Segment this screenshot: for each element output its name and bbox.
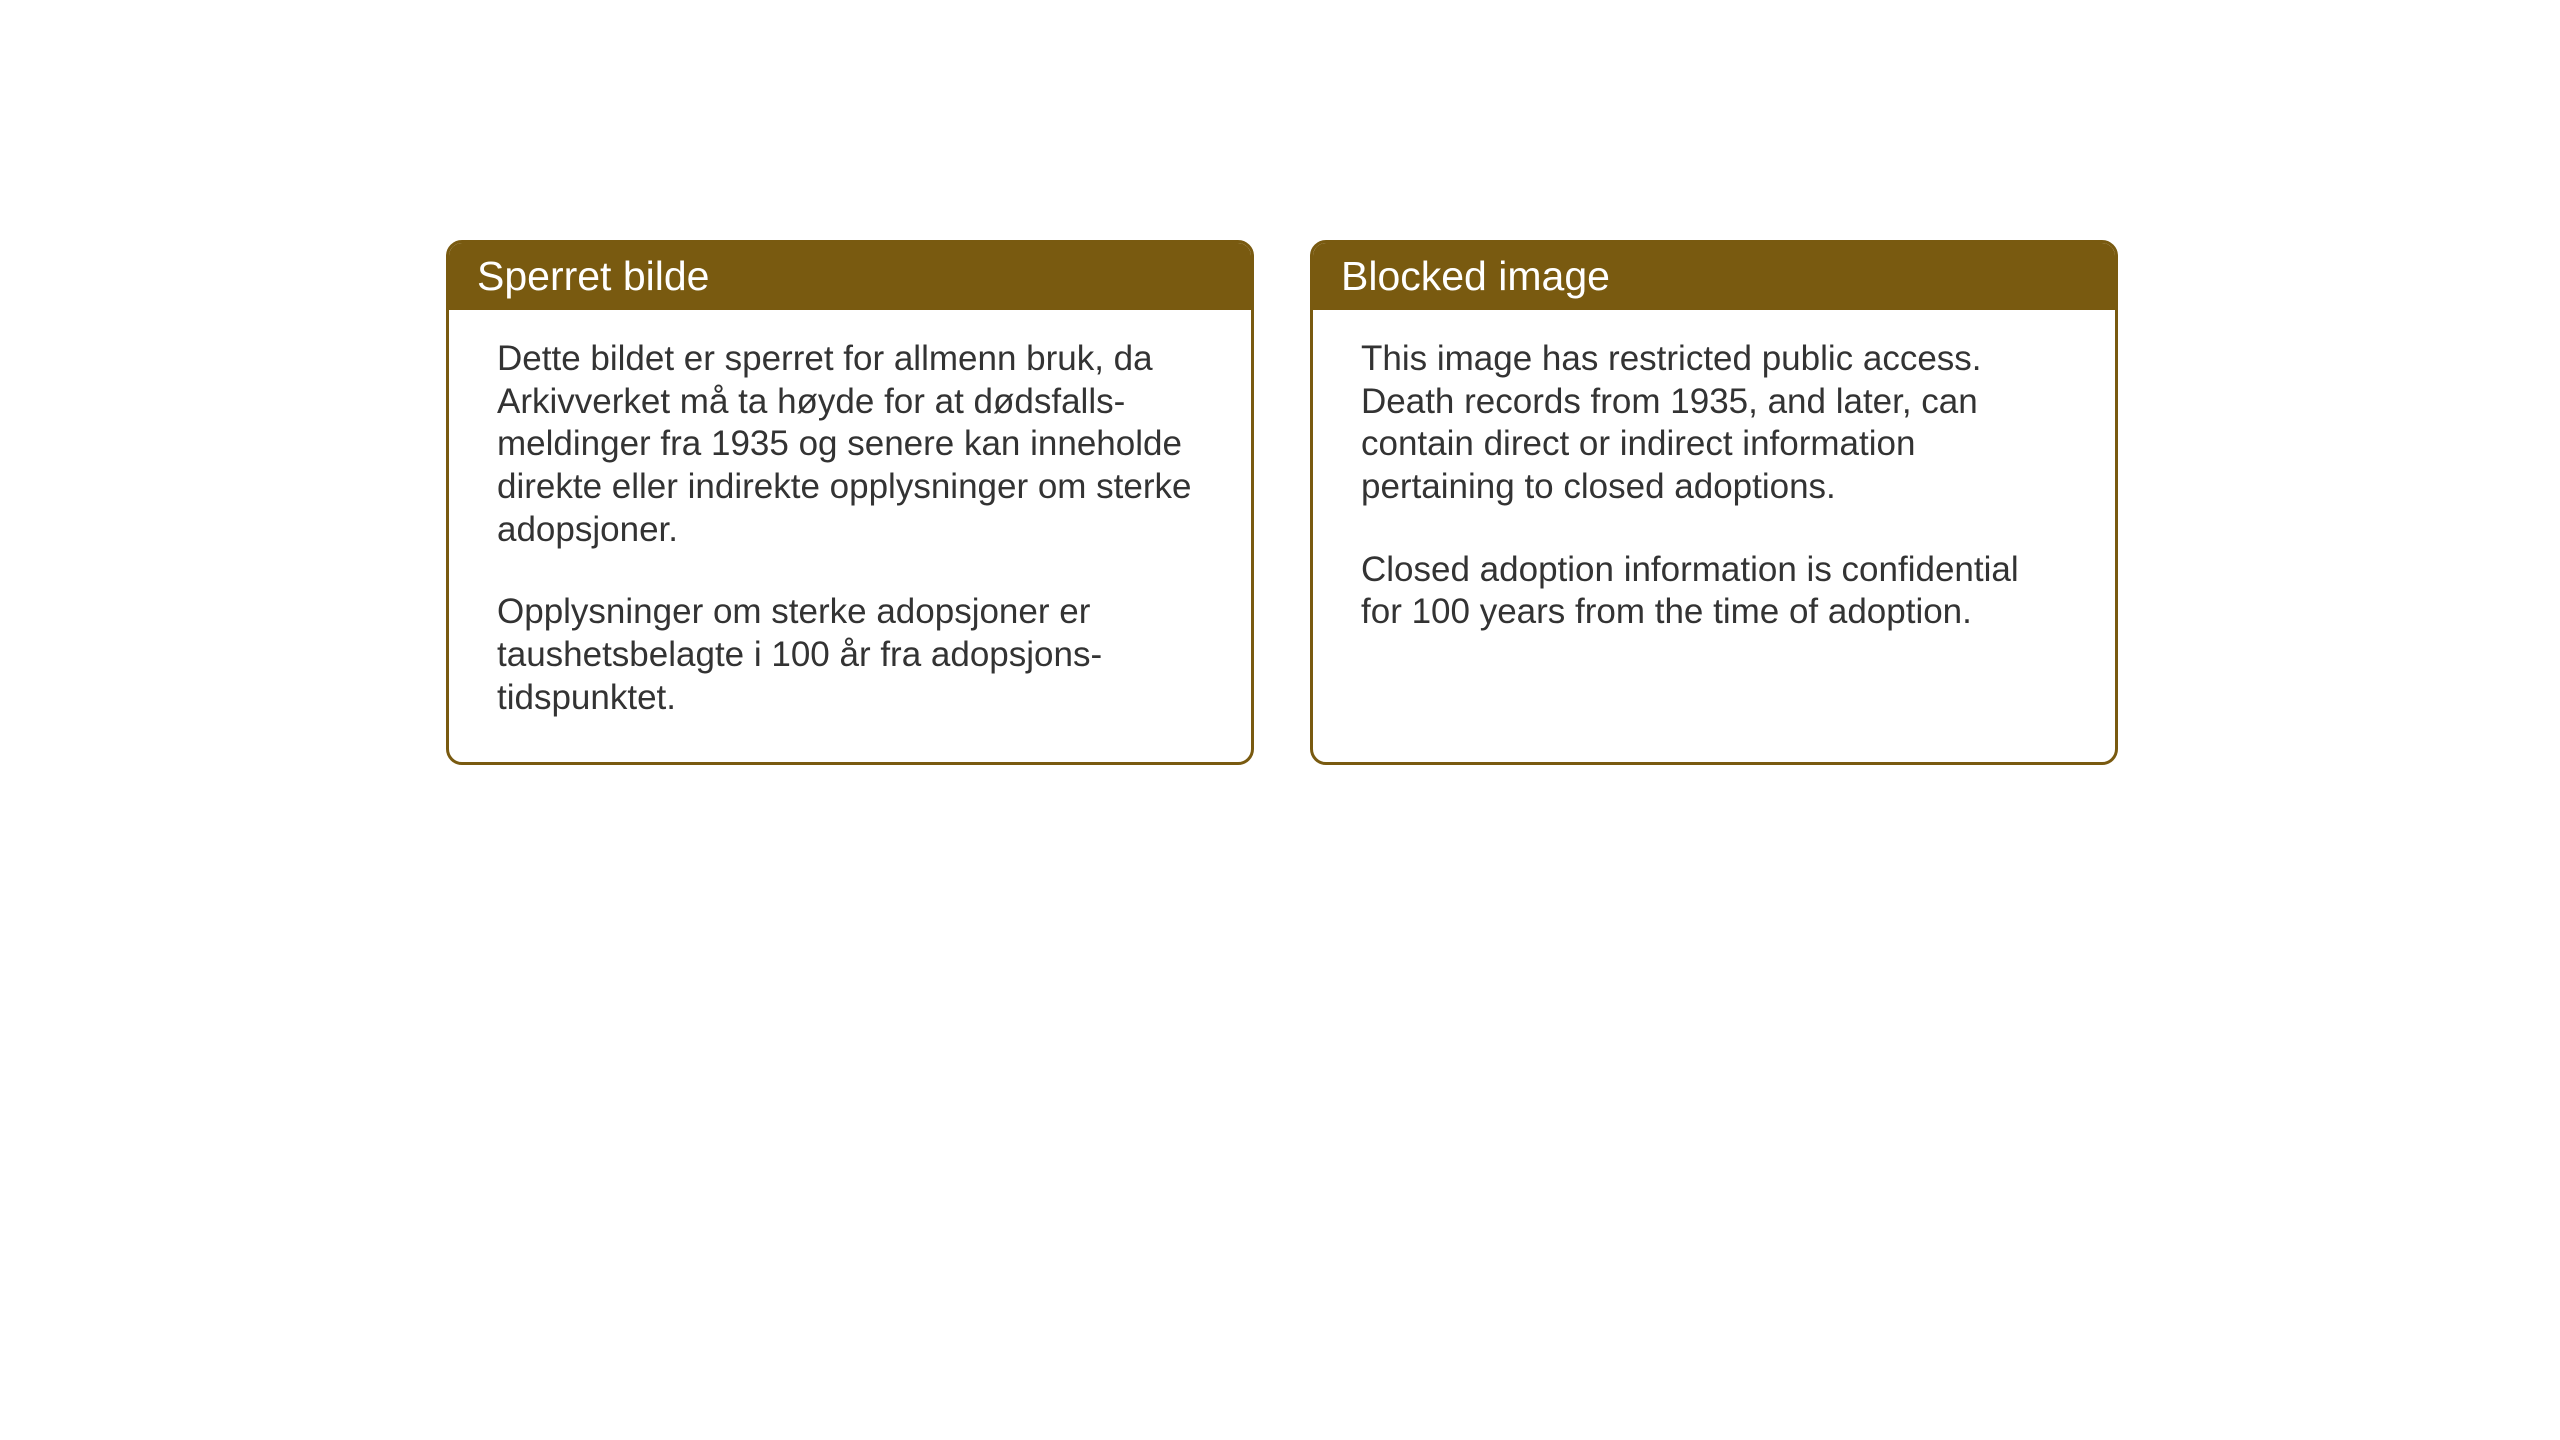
english-notice-card: Blocked image This image has restricted … <box>1310 240 2118 765</box>
english-paragraph-1: This image has restricted public access.… <box>1361 338 2067 509</box>
norwegian-card-title: Sperret bilde <box>449 243 1251 310</box>
norwegian-paragraph-1: Dette bildet er sperret for allmenn bruk… <box>497 338 1203 551</box>
norwegian-paragraph-2: Opplysninger om sterke adopsjoner er tau… <box>497 591 1203 719</box>
english-card-title: Blocked image <box>1313 243 2115 310</box>
english-paragraph-2: Closed adoption information is confident… <box>1361 549 2067 634</box>
notice-container: Sperret bilde Dette bildet er sperret fo… <box>446 240 2118 765</box>
english-card-body: This image has restricted public access.… <box>1313 310 2115 676</box>
norwegian-notice-card: Sperret bilde Dette bildet er sperret fo… <box>446 240 1254 765</box>
norwegian-card-body: Dette bildet er sperret for allmenn bruk… <box>449 310 1251 762</box>
